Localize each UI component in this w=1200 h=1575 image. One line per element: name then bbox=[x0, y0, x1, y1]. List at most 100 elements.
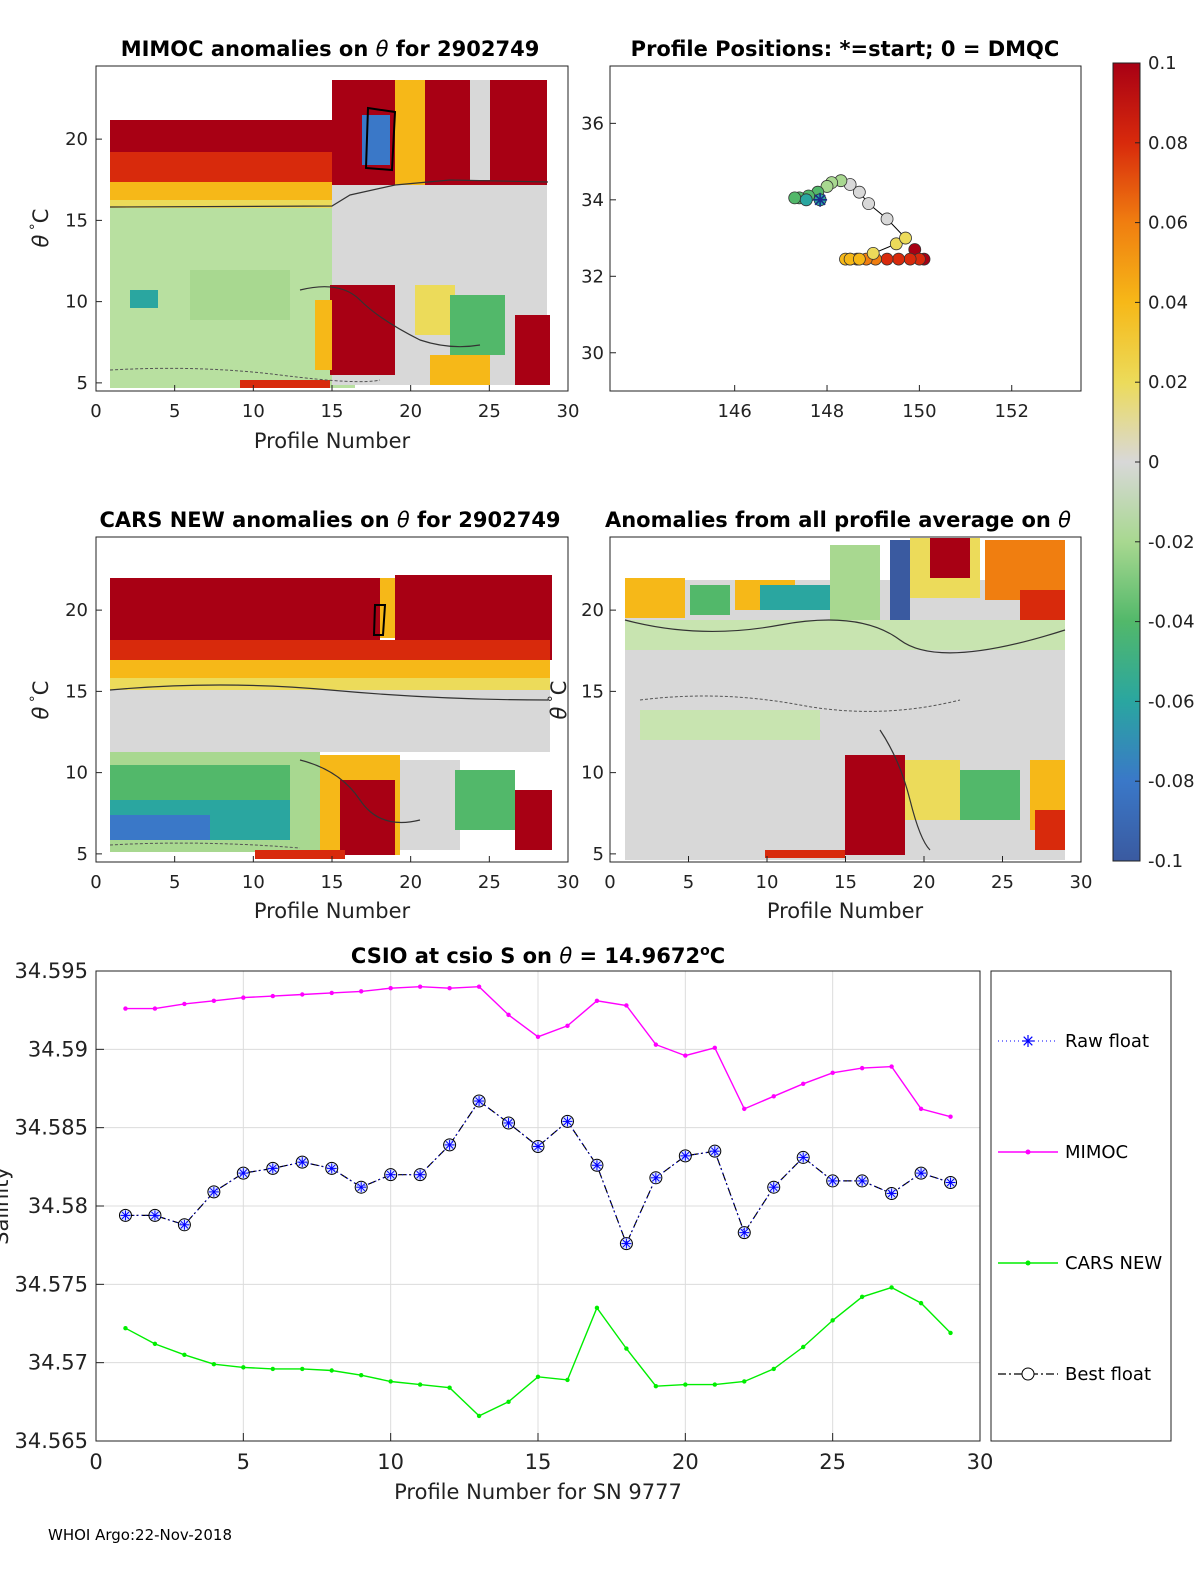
colorbar-tick-label: -0.04 bbox=[1148, 612, 1195, 633]
colorbar: 0.1 0.08 0.06 0.04 0.02 0 -0.02 -0.04 -0.06 -0.08… bbox=[1112, 53, 1195, 872]
cars-ytick-label: 10 bbox=[65, 763, 88, 784]
series-line bbox=[125, 1100, 951, 1245]
legend-item: CARS NEW bbox=[998, 1253, 1162, 1274]
series-point bbox=[120, 1210, 131, 1221]
avg-ytick-label: 5 bbox=[593, 844, 604, 865]
series-point bbox=[149, 1210, 160, 1221]
series-point bbox=[591, 1160, 602, 1171]
colorbar-tick-label: 0.1 bbox=[1148, 53, 1177, 74]
position-point bbox=[899, 231, 912, 245]
avg-ytick-label: 15 bbox=[581, 681, 604, 702]
series-point bbox=[447, 986, 452, 991]
mimoc-ytick-label: 10 bbox=[65, 292, 88, 313]
avg-xtick-label: 25 bbox=[991, 872, 1014, 893]
series-point bbox=[211, 998, 217, 1003]
avg-ytick-label: 10 bbox=[581, 763, 604, 784]
cars-xtick-label: 15 bbox=[321, 872, 344, 893]
series-point bbox=[356, 1182, 367, 1193]
series-point bbox=[388, 986, 393, 991]
series-point bbox=[388, 1379, 393, 1384]
series-point bbox=[476, 1413, 482, 1419]
csio-xtick-label: 0 bbox=[89, 1450, 102, 1474]
csio-xtick-label: 20 bbox=[672, 1450, 699, 1474]
series-point bbox=[653, 1383, 659, 1389]
series-point bbox=[297, 1157, 308, 1168]
avg-xtick-label: 0 bbox=[604, 872, 615, 893]
series-point bbox=[447, 1385, 452, 1390]
series-point bbox=[771, 1366, 776, 1372]
series-point bbox=[270, 993, 275, 999]
series-point bbox=[948, 1330, 953, 1336]
positions-ytick-label: 32 bbox=[581, 266, 604, 287]
positions-title: Profile Positions: *=start; 0 = DMQC bbox=[631, 37, 1060, 61]
series-point bbox=[771, 1094, 776, 1099]
series-point bbox=[916, 1168, 927, 1179]
colorbar-tick-label: 0.06 bbox=[1148, 213, 1188, 234]
series-point bbox=[326, 1163, 337, 1174]
colorbar-tick-label: -0.08 bbox=[1148, 771, 1195, 792]
start-marker bbox=[813, 192, 828, 207]
positions-axes-box bbox=[609, 65, 1082, 392]
mimoc-ytick-label: 20 bbox=[65, 129, 88, 150]
cars-ytick-label: 5 bbox=[77, 844, 88, 865]
series-point bbox=[801, 1081, 806, 1087]
series-point bbox=[918, 1300, 924, 1306]
series-point bbox=[182, 1352, 187, 1358]
series-point bbox=[208, 1186, 219, 1197]
series-point bbox=[768, 1182, 779, 1193]
position-point bbox=[880, 252, 894, 266]
series-cars-new bbox=[123, 1285, 953, 1419]
series-point bbox=[830, 1070, 835, 1076]
series-point bbox=[653, 1042, 659, 1047]
series-point bbox=[476, 984, 482, 989]
cars-xtick-label: 0 bbox=[90, 872, 101, 893]
avg-panel: Anomalies from all profile average on θ bbox=[546, 508, 1092, 923]
series-point bbox=[562, 1116, 573, 1127]
cars-panel: CARS NEW anomalies on θ for 2902749 bbox=[28, 508, 579, 923]
avg-xlabel: Profile Number bbox=[767, 899, 924, 923]
colorbar-tick-label: -0.06 bbox=[1148, 691, 1195, 712]
csio-series bbox=[118, 984, 958, 1419]
csio-ytick-label: 34.58 bbox=[28, 1194, 88, 1218]
legend-label: Best float bbox=[1065, 1364, 1151, 1385]
series-point bbox=[123, 1326, 128, 1331]
avg-ylabel: θ °C bbox=[546, 681, 571, 720]
colorbar-tick-label: -0.02 bbox=[1148, 532, 1195, 553]
csio-ytick-label: 34.57 bbox=[28, 1351, 88, 1375]
series-point bbox=[680, 1150, 691, 1161]
csio-ytick-label: 34.59 bbox=[28, 1037, 88, 1061]
positions-panel: Profile Positions: *=start; 0 = DMQC 146… bbox=[581, 37, 1082, 422]
avg-title: Anomalies from all profile average on θ bbox=[605, 508, 1071, 532]
series-point bbox=[385, 1169, 396, 1180]
cars-xtick-label: 5 bbox=[169, 872, 180, 893]
legend-item: Raw float bbox=[998, 1031, 1149, 1052]
series-point bbox=[533, 1141, 543, 1152]
mimoc-xtick-label: 20 bbox=[399, 401, 422, 422]
positions-track bbox=[788, 174, 931, 266]
cars-xlabel: Profile Number bbox=[254, 899, 411, 923]
series-point bbox=[152, 1341, 158, 1347]
cars-ytick-label: 15 bbox=[65, 681, 88, 702]
csio-ytick-label: 34.565 bbox=[15, 1429, 88, 1453]
series-point bbox=[241, 1365, 246, 1370]
series-raw-float bbox=[120, 1096, 956, 1249]
avg-ytick-label: 20 bbox=[581, 600, 604, 621]
series-point bbox=[565, 1377, 570, 1383]
avg-xtick-label: 5 bbox=[683, 872, 694, 893]
series-point bbox=[827, 1175, 838, 1186]
series-point bbox=[739, 1227, 750, 1238]
mimoc-ytick-label: 15 bbox=[65, 210, 88, 231]
colorbar-tick-label: 0.08 bbox=[1148, 133, 1188, 154]
series-point bbox=[621, 1238, 632, 1249]
series-point bbox=[238, 1168, 249, 1179]
colorbar-tick-label: 0.04 bbox=[1148, 292, 1188, 313]
series-point bbox=[801, 1344, 806, 1350]
series-point bbox=[712, 1045, 717, 1050]
series-point bbox=[329, 990, 334, 996]
series-point bbox=[624, 1346, 629, 1351]
csio-xtick-label: 15 bbox=[525, 1450, 552, 1474]
position-point bbox=[852, 185, 866, 199]
mimoc-panel: MIMOC anomalies on θ for 2902749 bbox=[28, 37, 579, 453]
